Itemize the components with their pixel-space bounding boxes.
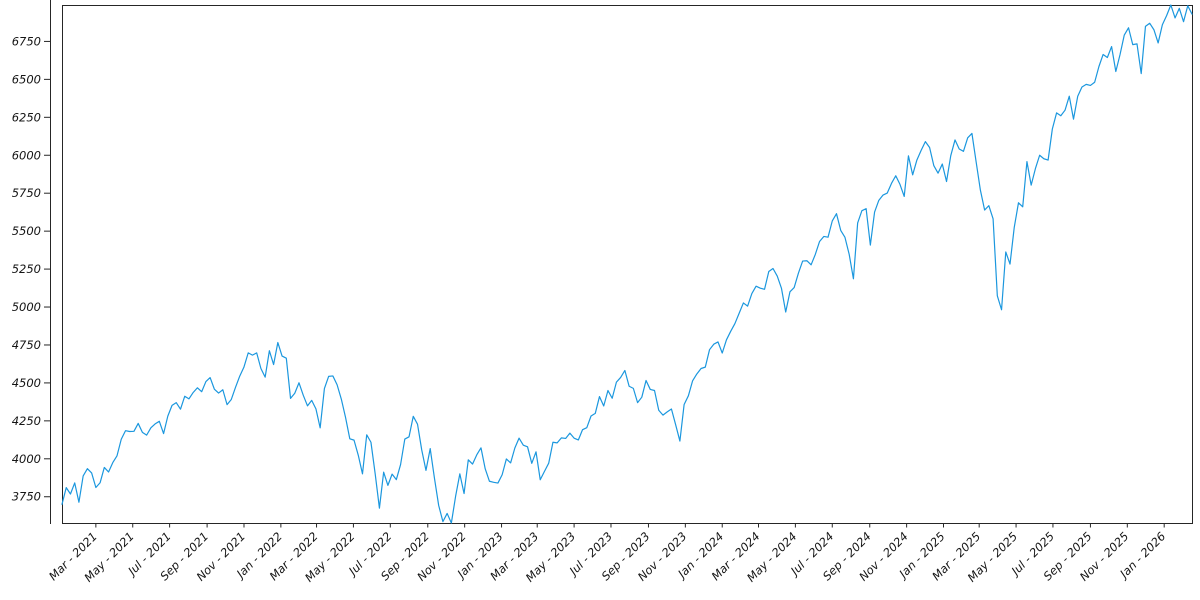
y-axis-tick-label: 5500 bbox=[12, 224, 41, 238]
y-axis-tick-label: 4250 bbox=[12, 414, 41, 428]
y-axis-tick-label: 6750 bbox=[12, 34, 41, 48]
y-axis: 3750 4000 4250 4500 4750 5000 5250 5500 5750 6000… bbox=[12, 0, 51, 524]
plot-frame bbox=[62, 5, 1193, 524]
y-axis-tick-label: 4750 bbox=[12, 338, 41, 352]
y-axis-tick-label: 4500 bbox=[12, 376, 41, 390]
plot-area bbox=[61, 4, 1193, 524]
y-axis-tick-label: 6250 bbox=[12, 110, 41, 124]
y-axis-tick-label: 3750 bbox=[12, 490, 41, 504]
price-line bbox=[61, 4, 1193, 524]
y-axis-tick-label: 5750 bbox=[12, 186, 41, 200]
y-axis-tick-label: 5250 bbox=[12, 262, 41, 276]
y-axis-tick-label: 6000 bbox=[12, 148, 41, 162]
y-axis-tick-label: 4000 bbox=[12, 452, 41, 466]
y-axis-tick-label: 6500 bbox=[12, 72, 41, 86]
y-axis-tick-label: 5000 bbox=[12, 300, 41, 314]
